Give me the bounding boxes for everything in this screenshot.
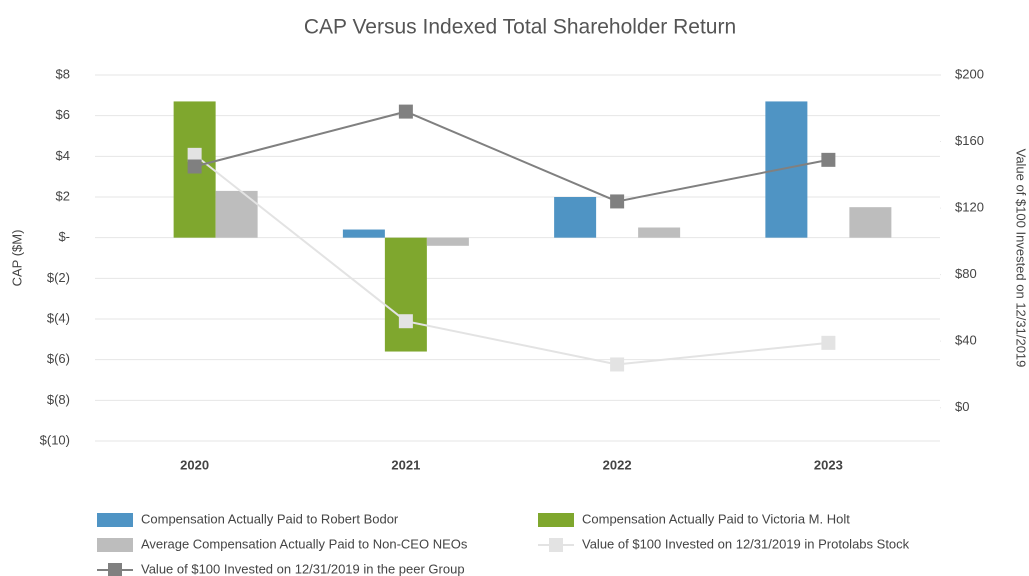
x-tick-label: 2021 <box>391 457 420 472</box>
legend-label: Average Compensation Actually Paid to No… <box>141 536 468 551</box>
legend-swatch <box>538 513 574 527</box>
y2-axis-label: Value of $100 Invested on 12/31/2019 <box>1014 149 1029 368</box>
bar <box>426 237 469 246</box>
line-marker <box>398 314 413 329</box>
y-tick-label: $(8) <box>47 392 70 407</box>
y-tick-label: $(4) <box>47 310 70 325</box>
line-marker <box>821 152 836 167</box>
legend-label: Value of $100 Invested on 12/31/2019 in … <box>141 561 465 576</box>
y2-tick-label: $200 <box>955 66 984 81</box>
y2-tick-label: $0 <box>955 399 969 414</box>
bar <box>765 101 808 238</box>
y-axis-label: CAP ($M) <box>9 230 24 287</box>
line-marker <box>610 357 625 372</box>
line-marker <box>398 104 413 119</box>
y2-tick-label: $160 <box>955 133 984 148</box>
line-marker <box>610 194 625 209</box>
y-tick-label: $- <box>58 229 70 244</box>
legend-marker <box>108 563 122 576</box>
x-tick-label: 2020 <box>180 457 209 472</box>
bar <box>554 197 597 238</box>
y-tick-label: $2 <box>56 188 70 203</box>
y-tick-label: $4 <box>56 148 70 163</box>
chart-title: CAP Versus Indexed Total Shareholder Ret… <box>304 16 736 39</box>
line-marker <box>821 335 836 350</box>
y2-tick-label: $40 <box>955 333 977 348</box>
y-tick-label: $6 <box>56 107 70 122</box>
bar <box>849 207 892 238</box>
bar <box>638 227 681 238</box>
y-tick-label: $(6) <box>47 351 70 366</box>
line <box>194 110 829 203</box>
legend-marker <box>549 538 563 552</box>
bar <box>384 237 427 352</box>
x-tick-label: 2022 <box>603 457 632 472</box>
legend-swatch <box>97 513 133 527</box>
legend-label: Value of $100 Invested on 12/31/2019 in … <box>582 536 910 551</box>
line-marker <box>187 159 202 174</box>
legend-swatch <box>97 538 133 552</box>
y-tick-label: $(2) <box>47 270 70 285</box>
line <box>194 154 829 366</box>
legend-label: Compensation Actually Paid to Robert Bod… <box>141 511 399 526</box>
x-tick-label: 2023 <box>814 457 843 472</box>
bar <box>215 190 258 238</box>
bar <box>342 229 385 238</box>
y-tick-label: $8 <box>56 66 70 81</box>
y2-tick-label: $80 <box>955 266 977 281</box>
y2-tick-label: $120 <box>955 200 984 215</box>
legend-label: Compensation Actually Paid to Victoria M… <box>582 511 850 526</box>
y-tick-label: $(10) <box>40 432 70 447</box>
line-marker <box>187 147 202 162</box>
